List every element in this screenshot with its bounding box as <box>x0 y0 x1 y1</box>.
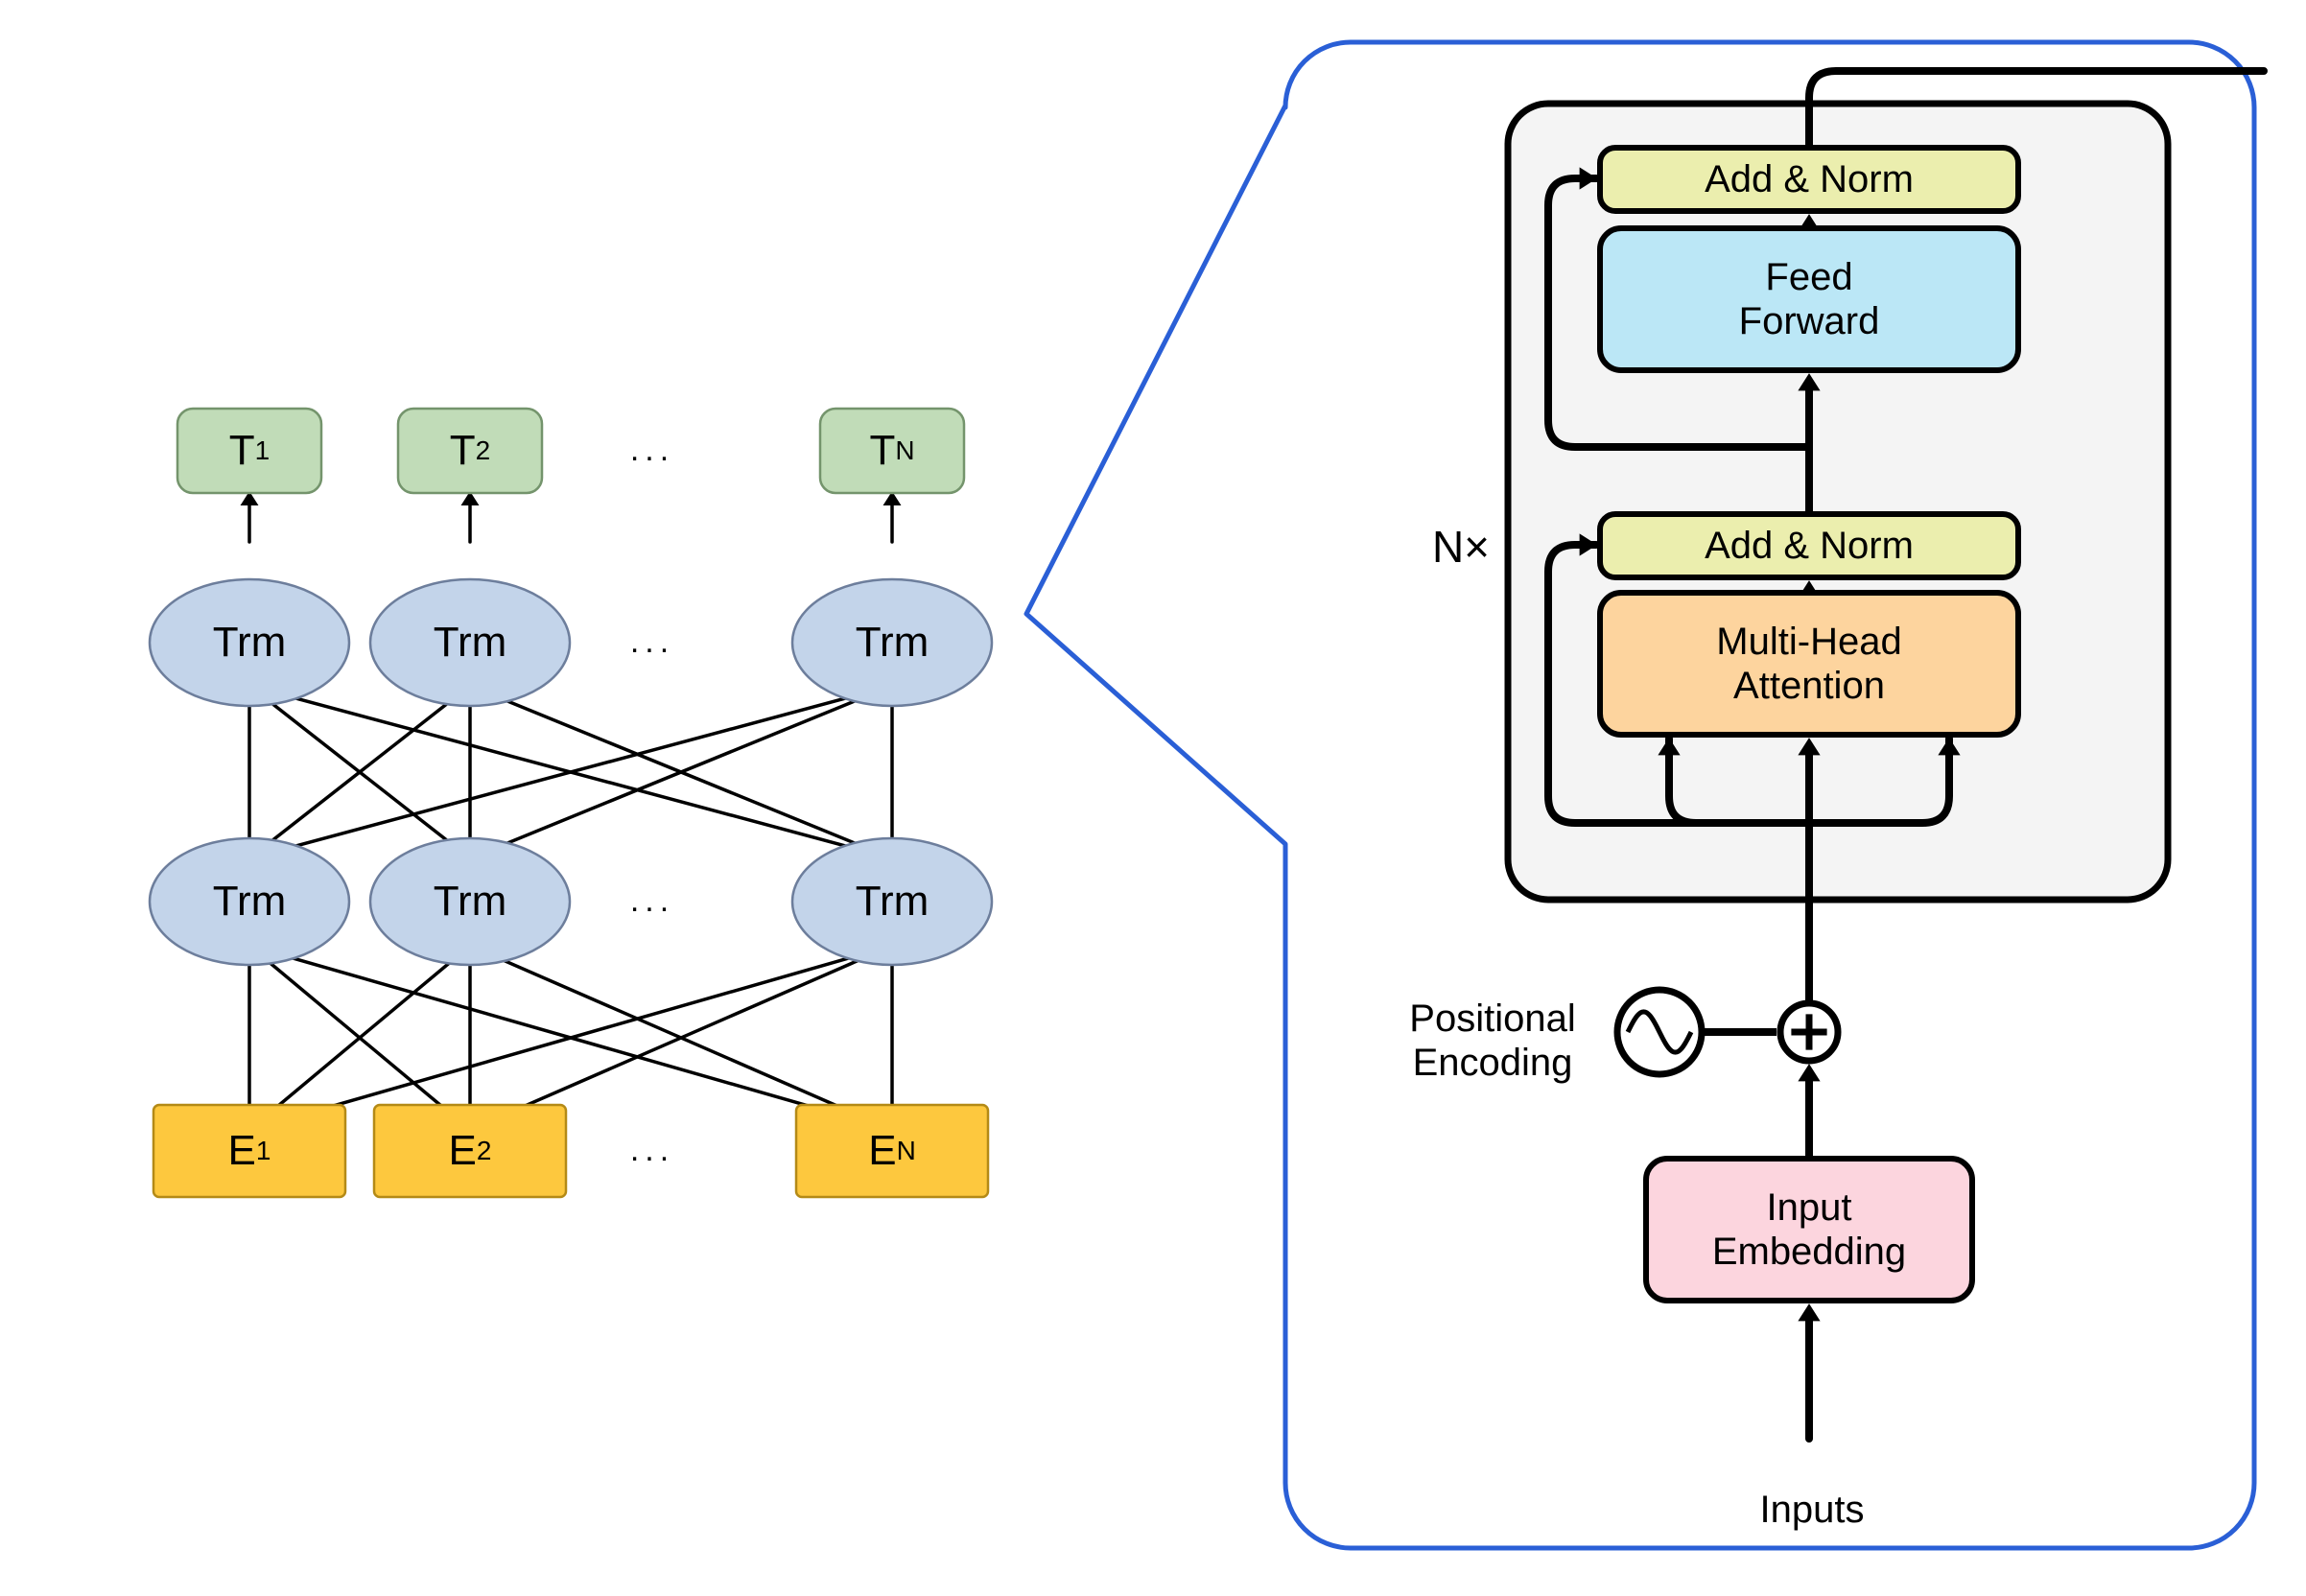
positional-encoding-label: Positional Encoding <box>1377 988 1608 1093</box>
feed-forward-box-label: Feed Forward <box>1600 228 2018 370</box>
multi-head-attention-box-label: Multi-Head Attention <box>1600 593 2018 735</box>
add-norm-box-top-label: Add & Norm <box>1600 148 2018 211</box>
encoder-stack-box <box>1508 104 2168 900</box>
diagram-canvas: E1E2ENT1T2TNTrmTrmTrmTrmTrmTrm..........… <box>0 0 2306 1596</box>
add-norm-box-bottom-label: Add & Norm <box>1600 514 2018 577</box>
input-embedding-box-label: Input Embedding <box>1646 1159 1972 1301</box>
inputs-label: Inputs <box>1750 1483 1874 1537</box>
n-times-label: N× <box>1418 518 1504 575</box>
